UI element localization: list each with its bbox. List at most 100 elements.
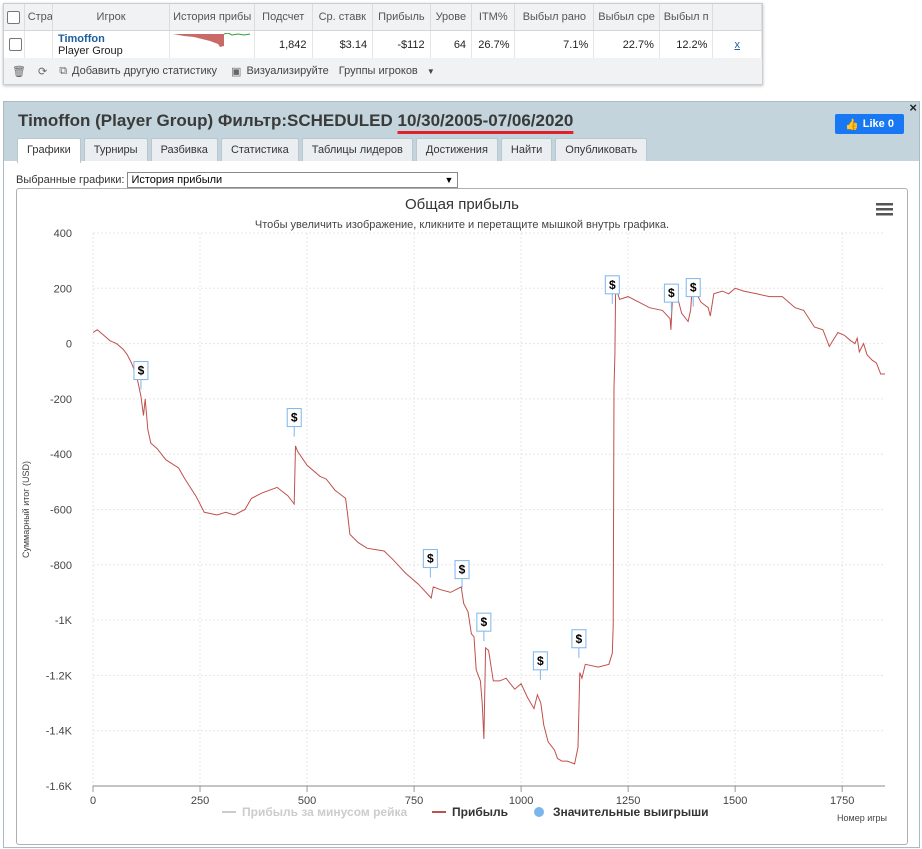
player-cell[interactable]: Timoffon Player Group: [52, 30, 171, 59]
column-header[interactable]: Подсчет: [254, 4, 313, 31]
column-header[interactable]: Выбыл п: [659, 4, 714, 31]
panel-title-main: Timoffon (Player Group) Фильтр:SCHEDULED: [18, 111, 398, 130]
image-icon: ▣: [231, 65, 242, 78]
count-cell: 1,842: [254, 30, 313, 59]
big-win-marker: $: [604, 275, 620, 304]
y-tick-label: -200: [50, 394, 72, 406]
column-header[interactable]: Выбыл рано: [514, 4, 595, 31]
add-stats-link[interactable]: Добавить другую статистику: [72, 65, 218, 77]
grid-header-row: Стра Игрок История прибы Подсчет Ср. ста…: [4, 4, 762, 31]
player-groups-dropdown[interactable]: Группы игроков ▼: [339, 65, 441, 77]
results-panel: Timoffon (Player Group) Фильтр:SCHEDULED…: [3, 100, 920, 848]
marker-box: [571, 629, 587, 649]
column-header[interactable]: Стра: [24, 4, 53, 31]
y-tick-label: -1K: [55, 615, 73, 627]
chart-select-row: Выбранные графики: История прибыли ▼: [16, 172, 459, 188]
sparkline: [173, 32, 251, 47]
legend-item-label: Значительные выигрыши: [553, 805, 709, 819]
chart-type-select[interactable]: История прибыли ▼: [127, 172, 459, 188]
chart-container[interactable]: Общая прибыль Чтобы увеличить изображени…: [16, 188, 908, 845]
big-win-marker: $: [133, 361, 149, 390]
big-win-marker: $: [685, 278, 701, 307]
checkbox-icon: [9, 38, 22, 51]
out-early-cell: 7.1%: [514, 30, 595, 59]
chevron-down-icon: ▼: [444, 175, 454, 185]
x-tick-label: 250: [191, 795, 209, 807]
y-tick-label: -800: [50, 560, 72, 572]
legend-dot-icon: [534, 807, 544, 817]
y-tick-label: 200: [54, 283, 72, 295]
dollar-icon: $: [537, 654, 544, 668]
x-tick-label: 750: [405, 795, 423, 807]
tab-publish[interactable]: Опубликовать: [555, 138, 648, 161]
checkbox-icon: [7, 10, 21, 24]
tab-find[interactable]: Найти: [500, 138, 553, 161]
trash-icon[interactable]: 🗑: [12, 65, 26, 78]
chart-legend: Прибыль за минусом рейка Прибыль Значитель…: [222, 805, 709, 819]
profit-series-line: [92, 282, 885, 765]
x-tick-label: 1250: [616, 795, 640, 807]
x-tick-label: 1750: [830, 795, 854, 807]
like-label: Like 0: [862, 118, 894, 130]
column-header[interactable]: Выбыл сре: [593, 4, 660, 31]
hamburger-menu-icon[interactable]: [876, 203, 893, 216]
marker-box: [286, 408, 302, 428]
profit-cell: -$112: [372, 30, 431, 59]
marker-box: [604, 275, 620, 295]
player-name-link[interactable]: Timoffon: [57, 32, 105, 45]
column-header[interactable]: ITM%: [471, 4, 516, 31]
legend-item-label: Прибыль за минусом рейка: [242, 805, 407, 819]
tab-achievements[interactable]: Достижения: [415, 138, 498, 161]
y-tick-label: 0: [66, 339, 72, 351]
chart-select-label: Выбранные графики:: [16, 174, 125, 186]
chart-subtitle: Чтобы увеличить изображение, кликните и …: [255, 219, 669, 231]
marker-box: [133, 361, 149, 381]
profit-history-sparkline: [169, 30, 255, 59]
tab-tournaments[interactable]: Турниры: [83, 138, 148, 161]
big-win-marker: $: [454, 560, 470, 589]
dollar-icon: $: [690, 281, 697, 295]
tab-breakdown[interactable]: Разбивка: [150, 138, 218, 161]
x-tick-label: 1000: [509, 795, 533, 807]
out-late-cell: 12.2%: [659, 30, 714, 59]
marker-box: [422, 549, 438, 569]
tab-statistics[interactable]: Статистика: [220, 138, 299, 161]
y-tick-label: -1.6K: [46, 781, 73, 793]
profit-chart[interactable]: Общая прибыль Чтобы увеличить изображени…: [17, 189, 907, 844]
marker-box: [532, 651, 548, 671]
dollar-icon: $: [481, 615, 488, 629]
column-header[interactable]: Прибыль: [372, 4, 431, 31]
y-axis-label: Суммарный итог (USD): [21, 461, 31, 558]
add-stats-icon: ⧉: [59, 64, 68, 77]
y-tick-label: -1.4K: [46, 726, 73, 738]
visualize-link[interactable]: Визуализируйте: [246, 65, 329, 77]
panel-title: Timoffon (Player Group) Фильтр:SCHEDULED…: [18, 111, 573, 131]
column-header[interactable]: История прибы: [169, 4, 255, 31]
thumbs-up-icon: 👍: [845, 118, 859, 131]
tab-graphs[interactable]: Графики: [17, 138, 81, 163]
big-win-marker: $: [286, 408, 302, 437]
tab-leaderboards[interactable]: Таблицы лидеров: [301, 138, 413, 161]
remove-row-link[interactable]: x: [734, 38, 740, 51]
y-tick-label: -1.2K: [46, 670, 73, 682]
column-header[interactable]: Урове: [430, 4, 473, 31]
column-header[interactable]: Игрок: [52, 4, 171, 31]
close-icon[interactable]: ×: [909, 100, 917, 115]
player-group-label: Player Group: [57, 44, 123, 57]
row-checkbox[interactable]: [4, 30, 25, 59]
facebook-like-button[interactable]: 👍 Like 0: [835, 114, 904, 134]
tab-bar: Графики Турниры Разбивка Статистика Табл…: [17, 138, 650, 163]
column-header[interactable]: Ср. ставк: [312, 4, 374, 31]
y-tick-label: -400: [50, 449, 72, 461]
x-tick-label: 500: [298, 795, 316, 807]
dollar-icon: $: [609, 278, 616, 292]
avg-stake-cell: $3.14: [312, 30, 374, 59]
remove-cell: x: [712, 30, 762, 59]
marker-box: [454, 560, 470, 580]
refresh-icon[interactable]: ⟳: [37, 65, 48, 78]
chart-select-value: История прибыли: [131, 174, 223, 186]
out-mid-cell: 22.7%: [593, 30, 660, 59]
select-all-checkbox[interactable]: [4, 4, 25, 31]
table-row[interactable]: Timoffon Player Group 1,842 $3.14 -$112 …: [4, 30, 762, 59]
panel-header: Timoffon (Player Group) Фильтр:SCHEDULED…: [4, 100, 919, 163]
